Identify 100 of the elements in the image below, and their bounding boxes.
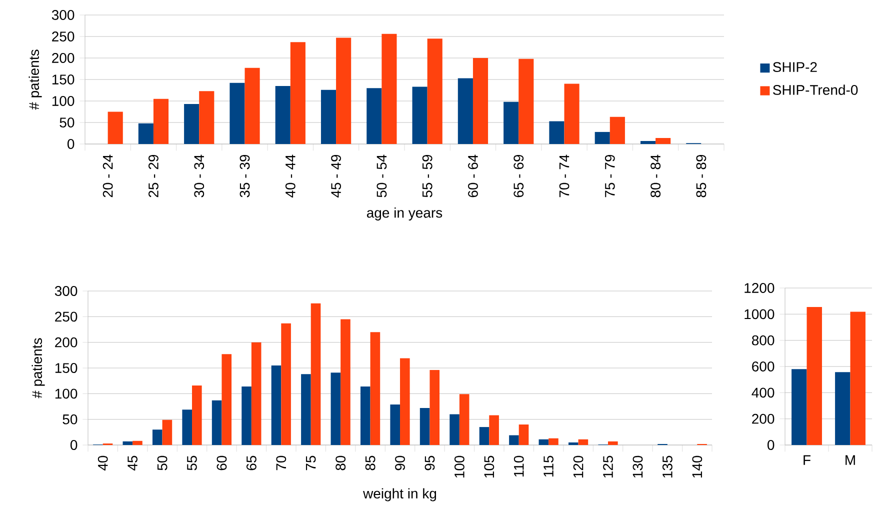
bar [275, 86, 290, 144]
y-tick-label: 250 [55, 312, 78, 322]
x-tick-label: 105 [484, 456, 494, 478]
bar [320, 90, 336, 144]
x-tick-label: 45 - 49 [331, 154, 342, 198]
bar [336, 38, 352, 144]
bar [450, 414, 460, 446]
bar [640, 140, 656, 144]
x-tick-label: 75 [306, 456, 316, 470]
x-tick-label: 60 - 64 [468, 154, 478, 198]
y-tick-label: 300 [54, 286, 78, 296]
y-tick-label: 200 [752, 414, 774, 424]
bar [430, 370, 440, 446]
bar [472, 58, 488, 144]
bar [184, 104, 200, 144]
bar [108, 112, 123, 144]
x-tick-label: 30 - 34 [194, 154, 204, 198]
x-tick-label: 95 [424, 456, 435, 470]
x-tick-label: 80 - 84 [650, 154, 661, 198]
bar [792, 369, 807, 445]
y-axis-title: # patients [32, 338, 45, 398]
bar [390, 404, 400, 446]
y-axis-title: # patients [28, 50, 42, 110]
y-tick-label: 200 [52, 53, 74, 63]
bar [230, 82, 245, 144]
bar [330, 372, 341, 446]
y-tick-label: 1000 [744, 309, 774, 320]
bar [412, 86, 428, 144]
x-tick-label: 110 [514, 456, 524, 477]
y-tick-label: 1200 [744, 283, 774, 293]
bar [608, 441, 618, 446]
bar [122, 441, 133, 446]
x-tick-label: 130 [632, 456, 643, 478]
bar [518, 58, 534, 144]
y-tick-label: 100 [52, 96, 74, 106]
y-tick-label: 150 [55, 363, 78, 373]
bar [459, 394, 470, 446]
bar [162, 420, 172, 446]
bar [244, 68, 260, 144]
bar [153, 98, 169, 144]
y-tick-label: 400 [752, 388, 774, 398]
x-tick-label: 65 - 69 [514, 154, 524, 198]
bar [182, 410, 192, 446]
x-tick-label: 125 [603, 456, 613, 478]
bar [340, 319, 350, 446]
y-tick-label: 250 [52, 32, 74, 42]
bar [489, 415, 499, 446]
bar [301, 374, 311, 446]
bar [578, 439, 588, 446]
bar [138, 123, 154, 144]
x-tick-label: 135 [662, 456, 672, 478]
bar [366, 88, 382, 144]
x-tick-label: 60 [216, 456, 227, 470]
bar [310, 303, 321, 446]
x-tick-label: 50 - 54 [376, 154, 387, 198]
bar [152, 430, 162, 446]
x-tick-label: 120 [573, 456, 584, 478]
y-tick-label: 0 [67, 139, 74, 149]
bar [538, 439, 549, 446]
bar [199, 91, 214, 144]
bar [222, 354, 232, 446]
x-tick-label: F [804, 455, 810, 465]
x-tick-label: 140 [692, 456, 702, 478]
y-tick-label: 200 [55, 337, 78, 348]
bar [504, 102, 519, 144]
bar [290, 42, 306, 144]
x-tick-label: 100 [454, 456, 464, 478]
bar [835, 372, 850, 445]
bar [479, 427, 490, 446]
bar [594, 132, 610, 144]
bar [518, 424, 529, 446]
x-tick-label: 40 [98, 456, 108, 471]
x-tick-label: 70 [276, 456, 286, 470]
x-tick-label: 75 - 79 [604, 154, 615, 198]
y-tick-label: 800 [752, 335, 774, 346]
y-tick-label: 600 [752, 362, 774, 372]
bar [212, 400, 222, 446]
bar [382, 34, 397, 144]
x-tick-label: 55 [187, 456, 197, 470]
bar [549, 121, 564, 144]
y-tick-label: 300 [52, 10, 74, 20]
x-tick-label: 55 - 59 [422, 154, 432, 198]
y-tick-label: 150 [52, 74, 74, 84]
y-tick-label: 100 [55, 388, 78, 399]
y-tick-label: 0 [70, 440, 78, 450]
x-tick-label: 50 [157, 456, 168, 470]
legend-label: SHIP-Trend-0 [773, 84, 858, 95]
x-tick-label: 85 [365, 456, 376, 470]
x-tick-label: 115 [544, 456, 554, 477]
bar [656, 138, 671, 144]
bar [509, 435, 519, 446]
bar [806, 306, 822, 445]
bar [242, 386, 252, 446]
x-tick-label: M [846, 455, 855, 465]
x-axis-title: weight in kg [363, 488, 436, 502]
bar [850, 312, 866, 445]
bar [400, 358, 410, 446]
bar [360, 386, 370, 446]
bar [568, 442, 578, 446]
x-tick-label: 80 [336, 456, 346, 470]
